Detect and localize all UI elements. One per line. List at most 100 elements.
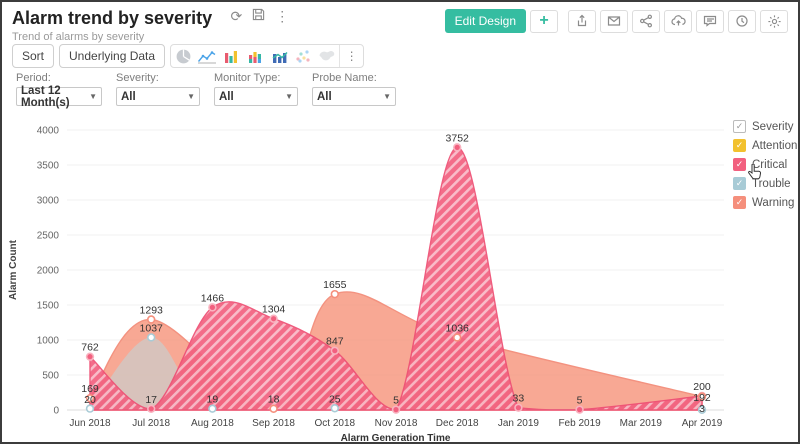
data-label: 17 — [145, 394, 157, 406]
trouble-checkbox[interactable]: ✓ — [733, 177, 746, 190]
stacked-bar-chart-icon[interactable] — [243, 45, 267, 67]
share-icon[interactable] — [632, 9, 660, 33]
legend-item-trouble[interactable]: ✓ Trouble — [733, 177, 797, 190]
line-chart-icon[interactable] — [195, 45, 219, 67]
severity-select[interactable]: All ▼ — [116, 87, 200, 106]
filter-label: Severity: — [116, 72, 159, 84]
svg-text:2500: 2500 — [37, 231, 60, 242]
data-label: 847 — [326, 336, 344, 348]
legend-item-warning[interactable]: ✓ Warning — [733, 196, 797, 209]
save-icon[interactable] — [252, 8, 265, 24]
filter-probe-name: Probe Name: All ▼ — [312, 72, 396, 106]
data-label: 1036 — [446, 322, 470, 334]
monitor-type-select[interactable]: All ▼ — [214, 87, 298, 106]
warning-checkbox[interactable]: ✓ — [733, 196, 746, 209]
more-chart-types-icon[interactable]: ⋮ — [339, 45, 363, 67]
x-tick-label: Mar 2019 — [620, 418, 663, 429]
scatter-chart-icon[interactable] — [291, 45, 315, 67]
data-label: 33 — [513, 393, 525, 405]
export-icon[interactable] — [568, 9, 596, 33]
map-chart-icon[interactable] — [315, 45, 339, 67]
critical-checkbox[interactable]: ✓ — [733, 158, 746, 171]
data-label: 3752 — [446, 132, 470, 144]
data-label: 192 — [693, 392, 711, 404]
filter-label: Monitor Type: — [214, 72, 281, 84]
chevron-down-icon: ▼ — [383, 92, 391, 101]
data-label: 3 — [699, 403, 705, 415]
schedule-icon[interactable] — [728, 9, 756, 33]
kebab-menu-icon[interactable]: ⋮ — [275, 8, 290, 24]
filter-label: Probe Name: — [312, 72, 377, 84]
data-label: 1655 — [323, 279, 347, 291]
data-label: 20 — [84, 394, 96, 406]
chevron-down-icon: ▼ — [187, 92, 195, 101]
filter-label: Period: — [16, 72, 51, 84]
chart-canvas[interactable]: 0 500 1000 1500 2000 2500 3000 3500 4000 Jun 2018… — [2, 110, 800, 444]
legend-header[interactable]: ✓ Severity — [733, 120, 797, 133]
legend-item-critical[interactable]: ✓ Critical — [733, 158, 797, 171]
data-label: 200 — [693, 381, 711, 393]
svg-text:1500: 1500 — [37, 301, 60, 312]
data-label: 169 — [81, 383, 99, 395]
x-tick-label: Dec 2018 — [436, 418, 479, 429]
svg-text:500: 500 — [42, 371, 59, 382]
period-select[interactable]: Last 12 Month(s) ▼ — [16, 85, 102, 109]
bar-chart-icon[interactable] — [219, 45, 243, 67]
x-tick-label: Apr 2019 — [682, 418, 723, 429]
x-axis-title: Alarm Generation Time — [341, 433, 451, 444]
data-label: 18 — [268, 394, 280, 406]
legend-item-attention[interactable]: ✓ Attention — [733, 139, 797, 152]
probe-name-select[interactable]: All ▼ — [312, 87, 396, 106]
x-tick-label: Jul 2018 — [132, 418, 170, 429]
cloud-upload-icon[interactable] — [664, 9, 692, 33]
chevron-down-icon: ▼ — [89, 92, 97, 101]
attention-checkbox[interactable]: ✓ — [733, 139, 746, 152]
filter-monitor-type: Monitor Type: All ▼ — [214, 72, 298, 106]
svg-text:4000: 4000 — [37, 126, 60, 137]
x-tick-label: Jun 2018 — [69, 418, 111, 429]
comment-icon[interactable] — [696, 9, 724, 33]
data-label: 5 — [577, 395, 583, 407]
refresh-icon[interactable]: ⟳ — [230, 8, 243, 24]
data-label: 1304 — [262, 304, 286, 316]
data-label: 19 — [207, 394, 219, 406]
chart-legend: ✓ Severity ✓ Attention ✓ Critical ✓ Trou… — [733, 120, 797, 215]
filter-period: Period: Last 12 Month(s) ▼ — [16, 72, 102, 109]
svg-text:0: 0 — [53, 406, 59, 417]
data-label: 5 — [393, 395, 399, 407]
data-label: 1466 — [201, 292, 225, 304]
data-label: 25 — [329, 393, 341, 405]
chevron-down-icon: ▼ — [285, 92, 293, 101]
chart-type-switcher: ⋮ — [170, 44, 365, 68]
x-tick-label: Aug 2018 — [191, 418, 234, 429]
pie-chart-icon[interactable] — [171, 45, 195, 67]
series-area-trouble — [90, 337, 702, 410]
x-tick-label: Oct 2018 — [315, 418, 356, 429]
edit-design-button[interactable]: Edit Design — [444, 9, 526, 33]
filter-severity: Severity: All ▼ — [116, 72, 200, 106]
page-title: Alarm trend by severity — [12, 8, 213, 28]
data-label: 1293 — [140, 304, 164, 316]
underlying-data-button[interactable]: Underlying Data — [59, 44, 166, 68]
severity-checkbox[interactable]: ✓ — [733, 120, 746, 133]
mouse-cursor-icon — [748, 164, 762, 180]
page-subtitle: Trend of alarms by severity — [12, 31, 145, 43]
x-tick-label: Feb 2019 — [558, 418, 601, 429]
svg-text:2000: 2000 — [37, 266, 60, 277]
svg-text:3500: 3500 — [37, 161, 60, 172]
x-tick-label: Sep 2018 — [252, 418, 295, 429]
x-tick-label: Jan 2019 — [498, 418, 540, 429]
svg-text:1000: 1000 — [37, 336, 60, 347]
svg-text:3000: 3000 — [37, 196, 60, 207]
settings-icon[interactable] — [760, 9, 788, 33]
series-area-critical — [89, 146, 703, 411]
data-label: 1037 — [140, 322, 164, 334]
plus-icon[interactable]: + — [530, 9, 558, 33]
alarm-trend-chart[interactable]: 0 500 1000 1500 2000 2500 3000 3500 4000 Jun 2018… — [2, 110, 800, 444]
combo-chart-icon[interactable] — [267, 45, 291, 67]
sort-button[interactable]: Sort — [12, 44, 55, 68]
email-icon[interactable] — [600, 9, 628, 33]
data-label: 762 — [81, 342, 99, 354]
y-axis-title: Alarm Count — [8, 239, 19, 300]
